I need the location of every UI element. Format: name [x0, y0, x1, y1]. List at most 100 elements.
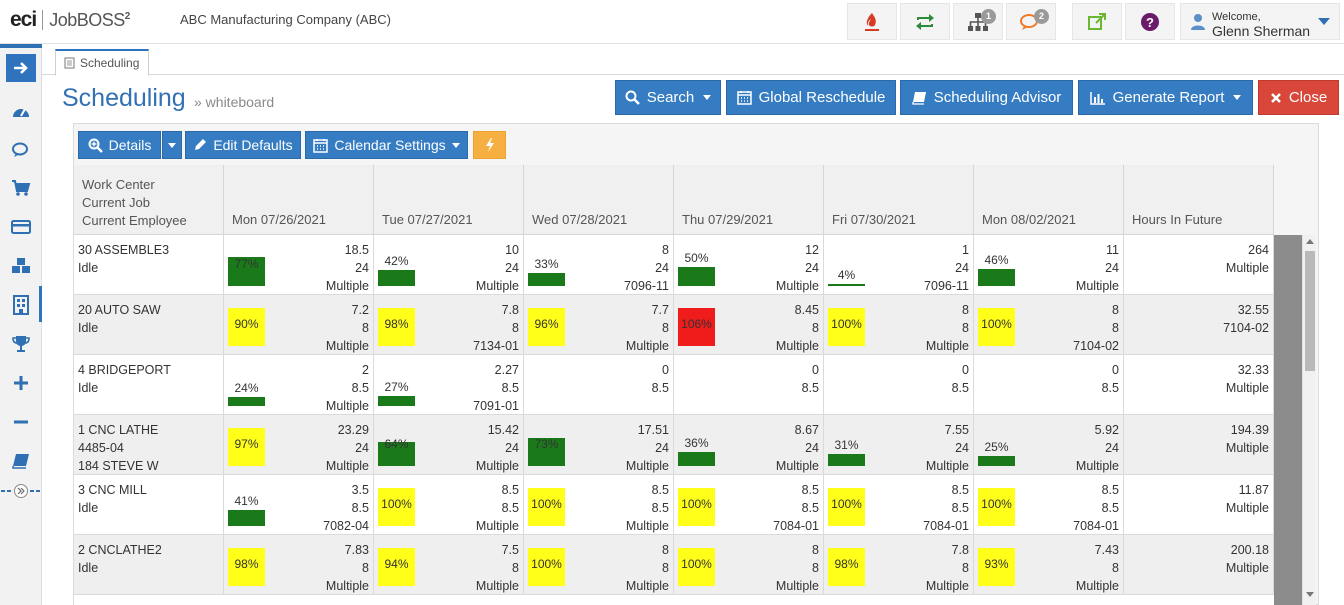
day-load-cell[interactable]: 36% 8.67 24 Multiple [674, 415, 824, 475]
day-load-cell[interactable]: 106% 8.45 8 Multiple [674, 295, 824, 355]
work-center-cell[interactable]: 3 CNC MILL Idle [74, 475, 224, 535]
hours-in-future-cell[interactable]: 32.33 Multiple [1124, 355, 1274, 415]
day-load-cell[interactable]: 100% 8 8 7104-02 [974, 295, 1124, 355]
tab-scheduling[interactable]: Scheduling [55, 49, 149, 76]
day-load-cell[interactable]: 0 8.5 [974, 355, 1124, 415]
flame-button[interactable] [847, 3, 897, 40]
sidebar-item-cart[interactable] [0, 171, 42, 205]
day-load-cell[interactable]: 100% 8.5 8.5 7084-01 [974, 475, 1124, 535]
lightning-button[interactable] [473, 131, 506, 159]
day-load-cell[interactable]: 42% 10 24 Multiple [374, 235, 524, 295]
details-button[interactable]: Details [78, 131, 161, 159]
generate-report-button[interactable]: Generate Report [1078, 80, 1253, 115]
table-row[interactable]: 1 CNC LATHE 4485-04 184 STEVE W 97% 23.29 24 M… [74, 415, 1274, 475]
scrollbar-thumb[interactable] [1305, 251, 1315, 371]
work-center-cell[interactable]: 2 CNCLATHE2 Idle [74, 535, 224, 595]
table-row[interactable]: 2 CNCLATHE2 Idle 98% 7.83 8 Multiple 94% 7.5 8 Mu… [74, 535, 1274, 595]
sidebar-collapse-toggle[interactable] [0, 474, 42, 508]
scroll-down-icon[interactable] [1306, 592, 1314, 597]
sidebar-item-awards[interactable] [0, 327, 42, 361]
day-load-cell[interactable]: 98% 7.8 8 Multiple [824, 535, 974, 595]
work-center-cell[interactable]: 30 ASSEMBLE3 Idle [74, 235, 224, 295]
day-load-cell[interactable]: 94% 7.5 8 Multiple [374, 535, 524, 595]
refresh-button[interactable] [900, 3, 950, 40]
day-load-cell[interactable]: 73% 17.51 24 Multiple [524, 415, 674, 475]
load-percent: 97% [234, 437, 259, 451]
calendar-icon [313, 138, 329, 153]
global-reschedule-button[interactable]: Global Reschedule [726, 80, 896, 115]
day-load-cell[interactable]: 4% 1 24 7096-11 [824, 235, 974, 295]
day-load-cell[interactable]: 27% 2.27 8.5 7091-01 [374, 355, 524, 415]
sidebar-item-billing[interactable] [0, 210, 42, 244]
header-day[interactable]: Mon 07/26/2021 [224, 165, 374, 235]
external-link-button[interactable] [1072, 3, 1122, 40]
day-load-cell[interactable]: 100% 8.5 8.5 Multiple [524, 475, 674, 535]
day-load-cell[interactable]: 0 8.5 [674, 355, 824, 415]
table-row[interactable]: 20 AUTO SAW Idle 90% 7.2 8 Multiple 98% 7.8 8 713… [74, 295, 1274, 355]
table-row[interactable]: 3 CNC MILL Idle 41% 3.5 8.5 7082-04 100% 8.5 8.5… [74, 475, 1274, 535]
hours-in-future-cell[interactable]: 194.39 Multiple [1124, 415, 1274, 475]
vertical-scrollbar[interactable] [1302, 235, 1316, 605]
header-day[interactable]: Wed 07/28/2021 [524, 165, 674, 235]
day-load-cell[interactable]: 0 8.5 [824, 355, 974, 415]
day-load-cell[interactable]: 100% 8.5 8.5 7084-01 [674, 475, 824, 535]
day-hours: 8.5 [951, 483, 969, 497]
expand-sidebar-button[interactable] [6, 54, 36, 82]
hours-in-future-cell[interactable]: 32.55 7104-02 [1124, 295, 1274, 355]
table-row[interactable]: 30 ASSEMBLE3 Idle 77% 18.5 24 Multiple 42% 10 24… [74, 235, 1274, 295]
details-dropdown-button[interactable] [162, 131, 182, 159]
user-menu[interactable]: Welcome, Glenn Sherman [1180, 3, 1340, 40]
header-hours-in-future[interactable]: Hours In Future [1124, 165, 1274, 235]
day-load-cell[interactable]: 41% 3.5 8.5 7082-04 [224, 475, 374, 535]
hierarchy-button[interactable]: 1 [953, 3, 1003, 40]
day-load-cell[interactable]: 24% 2 8.5 Multiple [224, 355, 374, 415]
search-button[interactable]: Search [615, 80, 721, 115]
day-load-cell[interactable]: 100% 8.5 8.5 Multiple [374, 475, 524, 535]
work-center-cell[interactable]: 1 CNC LATHE 4485-04 184 STEVE W [74, 415, 224, 475]
header-day[interactable]: Thu 07/29/2021 [674, 165, 824, 235]
sidebar-item-add[interactable] [0, 366, 42, 400]
day-load-cell[interactable]: 33% 8 24 7096-11 [524, 235, 674, 295]
scheduling-advisor-button[interactable]: Scheduling Advisor [900, 80, 1073, 115]
sidebar-item-remove[interactable] [0, 405, 42, 439]
header-day[interactable]: Mon 08/02/2021 [974, 165, 1124, 235]
header-day[interactable]: Tue 07/27/2021 [374, 165, 524, 235]
calendar-settings-button[interactable]: Calendar Settings [305, 131, 468, 159]
sidebar-item-dashboard[interactable] [0, 94, 42, 128]
day-load-cell[interactable]: 46% 11 24 Multiple [974, 235, 1124, 295]
sidebar-item-book[interactable] [0, 444, 42, 478]
work-center-cell[interactable]: 4 BRIDGEPORT Idle [74, 355, 224, 415]
sidebar-item-messages[interactable] [0, 133, 42, 167]
day-load-cell[interactable]: 50% 12 24 Multiple [674, 235, 824, 295]
day-load-cell[interactable]: 98% 7.8 8 7134-01 [374, 295, 524, 355]
day-load-cell[interactable]: 90% 7.2 8 Multiple [224, 295, 374, 355]
help-button[interactable]: ? [1125, 3, 1175, 40]
scroll-up-icon[interactable] [1306, 239, 1314, 244]
edit-defaults-button[interactable]: Edit Defaults [185, 131, 301, 159]
hours-in-future-cell[interactable]: 264 Multiple [1124, 235, 1274, 295]
day-load-cell[interactable]: 100% 8 8 Multiple [674, 535, 824, 595]
day-load-cell[interactable]: 96% 7.7 8 Multiple [524, 295, 674, 355]
hours-in-future-cell[interactable]: 200.18 Multiple [1124, 535, 1274, 595]
work-center-cell[interactable]: 20 AUTO SAW Idle [74, 295, 224, 355]
day-load-cell[interactable]: 31% 7.55 24 Multiple [824, 415, 974, 475]
close-button[interactable]: Close [1258, 80, 1339, 115]
left-sidebar [0, 44, 42, 605]
app-logo[interactable]: eci JobBOSS2 [10, 7, 130, 33]
day-load-cell[interactable]: 0 8.5 [524, 355, 674, 415]
day-load-cell[interactable]: 98% 7.83 8 Multiple [224, 535, 374, 595]
hours-in-future-cell[interactable]: 11.87 Multiple [1124, 475, 1274, 535]
day-load-cell[interactable]: 77% 18.5 24 Multiple [224, 235, 374, 295]
messages-button[interactable]: 2 [1006, 3, 1056, 40]
table-row[interactable]: 4 BRIDGEPORT Idle 24% 2 8.5 Multiple 27% 2.27 8.… [74, 355, 1274, 415]
day-load-cell[interactable]: 97% 23.29 24 Multiple [224, 415, 374, 475]
day-load-cell[interactable]: 100% 8 8 Multiple [824, 295, 974, 355]
day-load-cell[interactable]: 100% 8.5 8.5 7084-01 [824, 475, 974, 535]
day-load-cell[interactable]: 25% 5.92 24 Multiple [974, 415, 1124, 475]
day-load-cell[interactable]: 100% 8 8 Multiple [524, 535, 674, 595]
sidebar-item-scheduling[interactable] [0, 288, 42, 322]
header-day[interactable]: Fri 07/30/2021 [824, 165, 974, 235]
day-load-cell[interactable]: 93% 7.43 8 Multiple [974, 535, 1124, 595]
day-load-cell[interactable]: 64% 15.42 24 Multiple [374, 415, 524, 475]
sidebar-item-inventory[interactable] [0, 249, 42, 283]
